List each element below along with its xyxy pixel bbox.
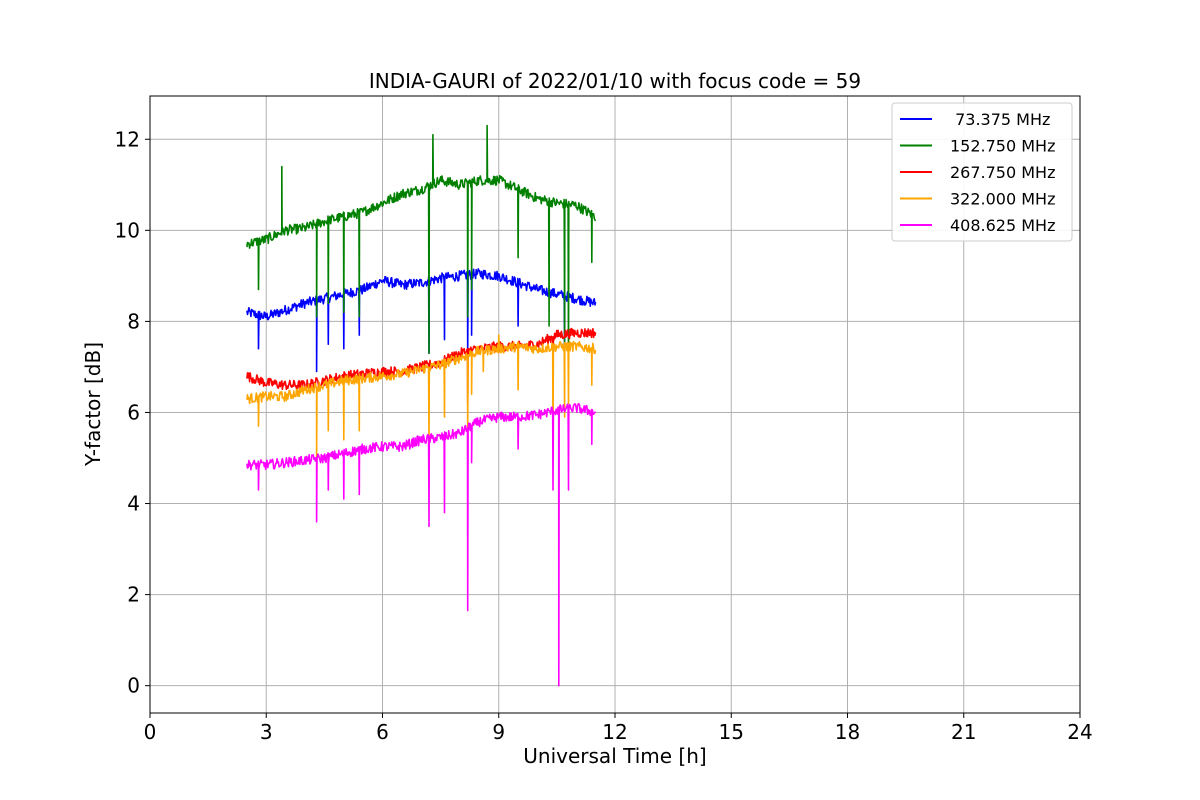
x-tick-label: 3 bbox=[260, 720, 273, 744]
x-tick-label: 21 bbox=[951, 720, 976, 744]
series-line bbox=[246, 403, 597, 687]
x-tick-label: 6 bbox=[376, 720, 389, 744]
legend-label: 267.750 MHz bbox=[950, 163, 1055, 182]
x-tick-label: 12 bbox=[602, 720, 627, 744]
legend-label: 322.000 MHz bbox=[950, 190, 1055, 209]
y-tick-label: 12 bbox=[115, 127, 140, 151]
y-tick-label: 8 bbox=[127, 309, 140, 333]
y-tick-label: 6 bbox=[127, 400, 140, 424]
x-tick-label: 15 bbox=[719, 720, 744, 744]
y-tick-label: 10 bbox=[115, 218, 140, 242]
x-tick-label: 24 bbox=[1067, 720, 1092, 744]
legend-label: 73.375 MHz bbox=[950, 110, 1050, 129]
grid-lines bbox=[149, 96, 1081, 713]
series-lines bbox=[246, 124, 597, 687]
y-tick-label: 2 bbox=[127, 583, 140, 607]
x-axis-label: Universal Time [h] bbox=[523, 744, 706, 768]
series-line bbox=[246, 268, 597, 373]
chart-title: INDIA-GAURI of 2022/01/10 with focus cod… bbox=[369, 69, 861, 93]
y-tick-label: 4 bbox=[127, 492, 140, 516]
legend-label: 408.625 MHz bbox=[950, 216, 1055, 235]
legend: 73.375 MHz 152.750 MHz 267.750 MHz 322.000 … bbox=[891, 102, 1073, 242]
x-tick-label: 0 bbox=[144, 720, 157, 744]
y-tick-label: 0 bbox=[127, 674, 140, 698]
series-line bbox=[246, 124, 597, 368]
x-tick-label: 9 bbox=[492, 720, 505, 744]
series-line bbox=[246, 334, 597, 459]
legend-label: 152.750 MHz bbox=[950, 137, 1055, 156]
x-tick-label: 18 bbox=[835, 720, 860, 744]
legend-box bbox=[891, 102, 1073, 242]
y-axis-label: Y-factor [dB] bbox=[81, 342, 105, 467]
